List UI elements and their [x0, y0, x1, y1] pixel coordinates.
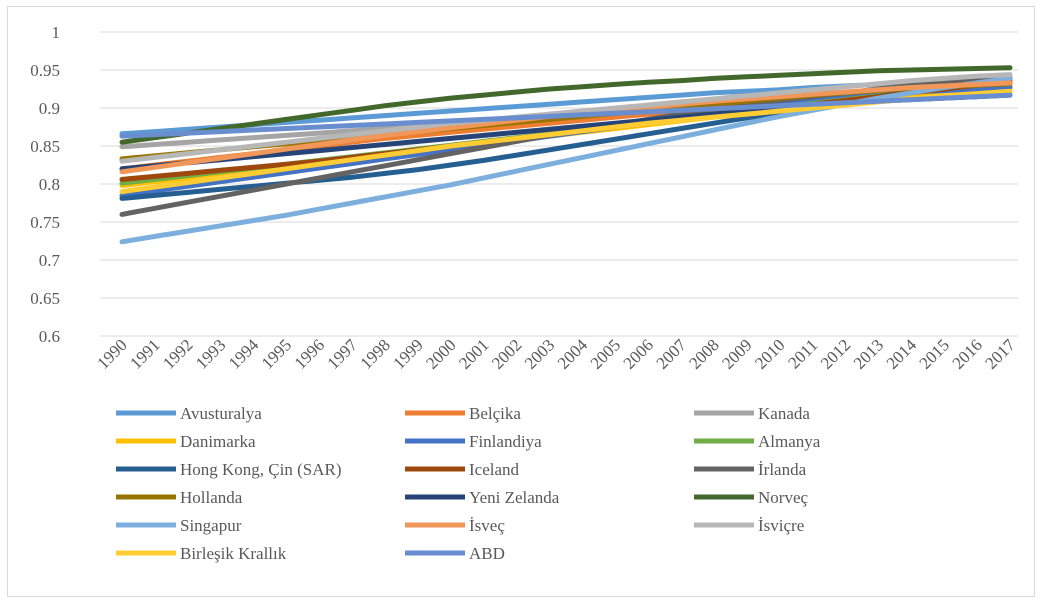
- x-tick-label: 2009: [718, 335, 755, 372]
- legend-item: Almanya: [694, 432, 821, 451]
- legend-label: Hong Kong, Çin (SAR): [180, 460, 342, 479]
- legend-item: İrlanda: [694, 460, 807, 479]
- legend-label: İsviçre: [758, 516, 804, 535]
- legend: Avusturalya Belçika Kanada Danimarka Finland…: [116, 404, 821, 563]
- y-tick-label: 0.7: [39, 251, 61, 270]
- gridlines: [100, 31, 1018, 337]
- legend-item: Hong Kong, Çin (SAR): [116, 460, 342, 479]
- series-line-17: [119, 92, 1013, 139]
- legend-label: Kanada: [758, 404, 810, 423]
- x-tick-label: 2004: [554, 335, 592, 373]
- x-tick-label: 2002: [488, 335, 525, 372]
- x-axis: 1990199119921993199419951996199719981999…: [93, 335, 1019, 373]
- x-tick-label: 2008: [685, 335, 722, 372]
- y-tick-label: 0.6: [39, 327, 60, 346]
- legend-label: Belçika: [469, 404, 521, 423]
- y-tick-label: 0.65: [30, 289, 60, 308]
- legend-item: Hollanda: [116, 488, 243, 507]
- legend-label: İrlanda: [758, 460, 807, 479]
- x-tick-label: 1992: [159, 335, 196, 372]
- x-tick-label: 1996: [291, 335, 328, 372]
- x-tick-label: 1993: [192, 335, 229, 372]
- legend-label: Yeni Zelanda: [469, 488, 560, 507]
- x-tick-label: 1999: [389, 335, 426, 372]
- legend-label: Hollanda: [180, 488, 243, 507]
- legend-item: Singapur: [116, 516, 242, 535]
- legend-label: Avusturalya: [180, 404, 262, 423]
- x-tick-label: 2006: [620, 335, 657, 372]
- y-axis: 0.6 0.65 0.7 0.75 0.8 0.85 0.9 0.95 1: [30, 23, 60, 346]
- x-tick-label: 1997: [324, 335, 362, 373]
- y-tick-label: 1: [52, 23, 61, 42]
- x-tick-label: 2015: [916, 335, 953, 372]
- x-tick-label: 2013: [850, 335, 887, 372]
- x-tick-label: 2010: [751, 335, 788, 372]
- legend-label: Birleşik Krallık: [180, 544, 287, 563]
- y-tick-label: 0.9: [39, 99, 60, 118]
- x-tick-label: 1994: [225, 335, 263, 373]
- x-tick-label: 2001: [455, 335, 492, 372]
- legend-label: ABD: [469, 544, 505, 563]
- legend-label: Singapur: [180, 516, 242, 535]
- y-tick-label: 0.8: [39, 175, 60, 194]
- legend-item: Kanada: [694, 404, 810, 423]
- x-tick-label: 2003: [521, 335, 558, 372]
- x-tick-label: 1998: [356, 335, 393, 372]
- x-tick-label: 1991: [126, 335, 163, 372]
- legend-label: İsveç: [469, 516, 505, 535]
- legend-item: İsviçre: [694, 516, 804, 535]
- legend-item: İsveç: [405, 516, 505, 535]
- legend-item: Birleşik Krallık: [116, 544, 287, 563]
- y-tick-label: 0.95: [30, 61, 60, 80]
- x-tick-label: 2014: [883, 335, 921, 373]
- x-tick-label: 2007: [652, 335, 690, 373]
- x-tick-label: 2012: [817, 335, 854, 372]
- legend-item: ABD: [405, 544, 505, 563]
- legend-label: Norveç: [758, 488, 808, 507]
- x-tick-label: 2016: [948, 335, 985, 372]
- legend-item: Avusturalya: [116, 404, 262, 423]
- x-tick-label: 1995: [258, 335, 295, 372]
- x-tick-label: 2005: [587, 335, 624, 372]
- series-line-15: [119, 72, 1013, 164]
- y-tick-label: 0.75: [30, 213, 60, 232]
- legend-label: Iceland: [469, 460, 520, 479]
- x-tick-label: 2000: [422, 335, 459, 372]
- legend-item: Yeni Zelanda: [405, 488, 560, 507]
- legend-item: Iceland: [405, 460, 520, 479]
- legend-label: Almanya: [758, 432, 821, 451]
- series-lines: [119, 65, 1013, 245]
- legend-item: Belçika: [405, 404, 521, 423]
- legend-item: Norveç: [694, 488, 808, 507]
- legend-item: Danimarka: [116, 432, 256, 451]
- x-tick-label: 2017: [981, 335, 1019, 373]
- y-tick-label: 0.85: [30, 137, 60, 156]
- series-line-12: [119, 65, 1013, 145]
- x-tick-label: 2011: [784, 335, 821, 372]
- x-tick-label: 1990: [93, 335, 130, 372]
- legend-label: Finlandiya: [469, 432, 542, 451]
- legend-item: Finlandiya: [405, 432, 542, 451]
- legend-label: Danimarka: [180, 432, 256, 451]
